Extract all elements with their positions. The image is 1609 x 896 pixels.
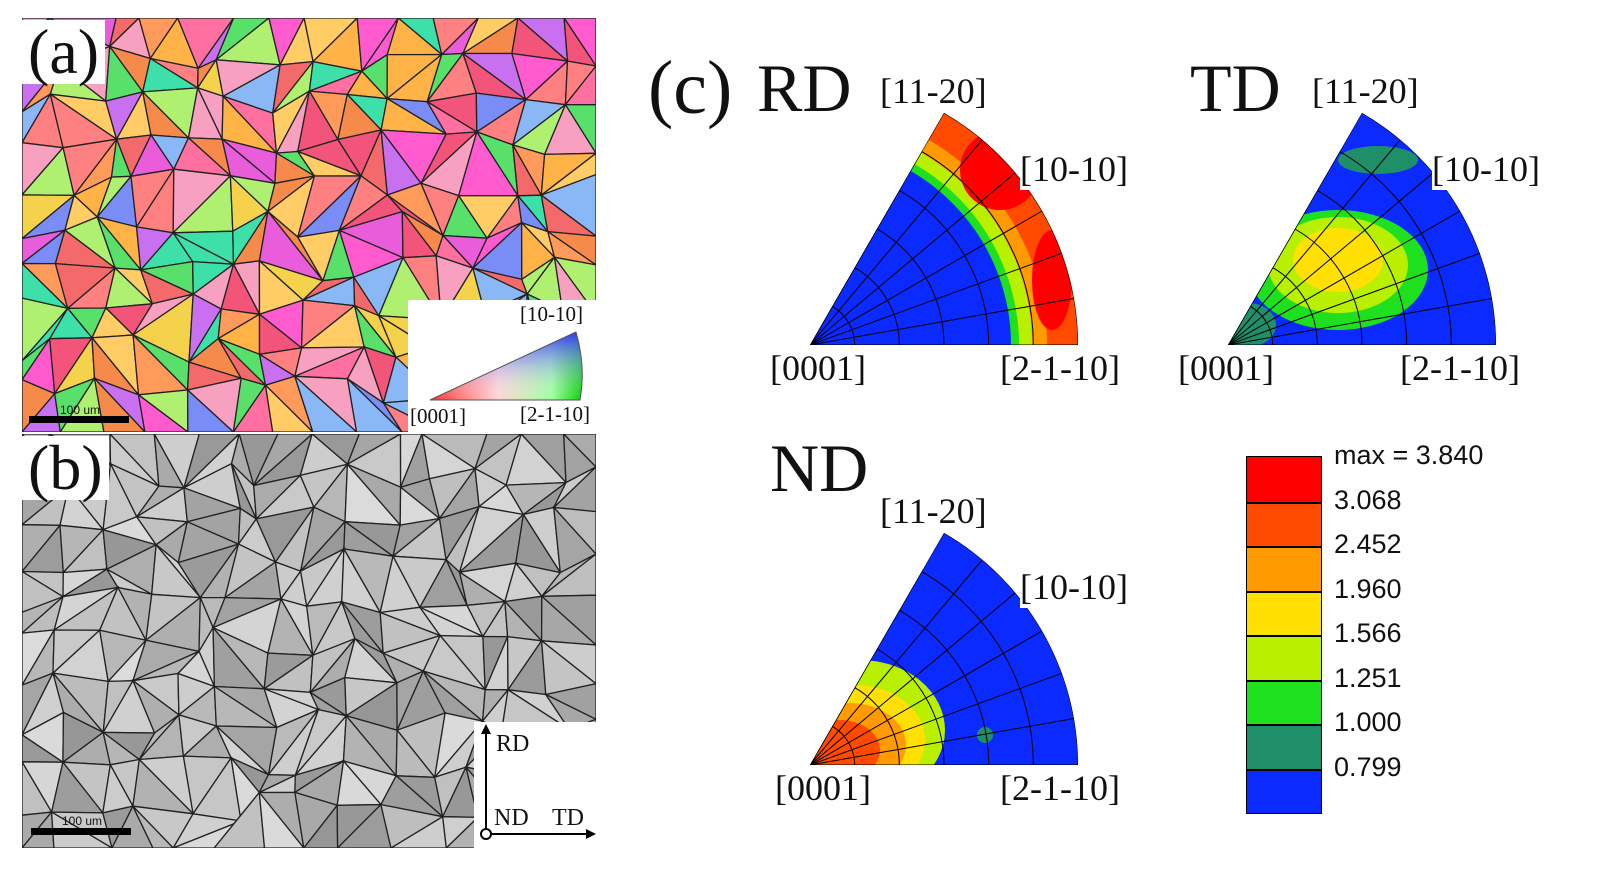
axis-nd-label: ND: [494, 805, 529, 831]
legend-swatch: [1247, 679, 1321, 724]
ipf-grid-radial: [1228, 252, 1480, 346]
grain: [137, 393, 189, 432]
ipf-rd-plot: [810, 112, 1078, 346]
ipf-key-right-label: [2-1-10]: [520, 402, 590, 426]
grain: [258, 790, 305, 848]
legend-level-label: 1.000: [1334, 707, 1402, 737]
ipf-td-bottom-right-label: [2-1-10]: [1400, 348, 1520, 388]
ipf-grid-radial: [810, 672, 1062, 766]
ipf-grid-radial: [1228, 139, 1401, 346]
ipf-td-top-label: [11-20]: [1312, 71, 1419, 111]
ipf-color-key: [10-10] [0001] [2-1-10]: [408, 300, 598, 432]
intensity-contour: [977, 727, 993, 743]
legend-level-label: 1.566: [1334, 618, 1402, 648]
legend-level-label: 1.960: [1334, 573, 1402, 604]
ipf-rd-bottom-right-label: [2-1-10]: [1000, 348, 1120, 388]
legend-swatch: [1247, 501, 1321, 546]
grain: [132, 805, 175, 848]
grain: [186, 388, 235, 432]
ipf-grid-radial: [1228, 210, 1461, 346]
scale-bar-a: [29, 416, 129, 423]
ipf-td-right-label: [10-10]: [1432, 148, 1540, 190]
ipf-grid-radial: [1228, 298, 1492, 346]
panel-c-label: (c): [648, 46, 733, 130]
ipf-td-plot: [1228, 112, 1496, 346]
panel-b-label: (b): [22, 436, 109, 500]
legend-swatch: [1247, 724, 1321, 769]
intensity-legend: [1246, 456, 1322, 814]
ipf-grid-radial: [810, 630, 1043, 766]
ipf-grid-radial: [810, 298, 1074, 346]
ipf-td-left-label: [0001]: [1178, 348, 1274, 388]
ipf-nd-title: ND: [770, 430, 869, 506]
intensity-contour: [1338, 146, 1418, 174]
legend-swatch: [1247, 768, 1321, 813]
ipf-td-title: TD: [1190, 50, 1281, 126]
legend-swatch: [1247, 546, 1321, 591]
legend-swatch: [1247, 635, 1321, 680]
ipf-key-left-label: [0001]: [410, 404, 466, 428]
ipf-nd-plot: [810, 532, 1078, 766]
ipf-grid-radial: [810, 559, 983, 766]
ipf-key-top-label: [10-10]: [520, 302, 583, 326]
grain: [346, 376, 403, 432]
ipf-grid-radial: [810, 252, 1062, 346]
ipf-nd-left-label: [0001]: [775, 768, 871, 808]
legend-swatch: [1247, 457, 1321, 502]
scale-bar-label-a: 100 um: [60, 403, 101, 417]
ipf-nd-top-label: [11-20]: [880, 491, 987, 531]
scale-bar-label-b: 100 um: [62, 814, 103, 828]
ipf-grid-radial: [810, 210, 1043, 346]
intensity-contour: [1032, 230, 1072, 330]
panel-a-label: (a): [22, 20, 106, 84]
ipf-rd-top-label: [11-20]: [880, 71, 987, 111]
ipf-rd-title: RD: [757, 50, 852, 126]
ipf-nd-bottom-right-label: [2-1-10]: [1000, 768, 1120, 808]
grain: [293, 374, 358, 432]
legend-max-label: max = 3.840: [1334, 440, 1484, 470]
intensity-contour: [1293, 228, 1383, 292]
axis-td-label: TD: [552, 805, 584, 831]
scale-bar-b: [31, 828, 131, 835]
ipf-grid-radial: [1228, 172, 1434, 346]
ipf-grid-radial: [810, 172, 1016, 346]
ipf-grid-radial: [810, 718, 1074, 766]
legend-level-label: 2.452: [1334, 529, 1402, 559]
legend-swatch: [1247, 590, 1321, 635]
ipf-rd-left-label: [0001]: [770, 348, 866, 388]
ipf-grid-radial: [810, 592, 1016, 766]
ipf-rd-right-label: [10-10]: [1020, 148, 1128, 190]
legend-level-label: 3.068: [1334, 484, 1402, 515]
grain: [264, 383, 314, 432]
ipf-grid-radial: [810, 139, 983, 346]
legend-level-label: 0.799: [1334, 751, 1402, 782]
axis-rd-label: RD: [496, 731, 530, 757]
sample-axes-indicator: RD ND TD: [474, 722, 598, 848]
legend-level-label: 1.251: [1334, 662, 1402, 693]
ipf-nd-right-label: [10-10]: [1020, 566, 1128, 608]
